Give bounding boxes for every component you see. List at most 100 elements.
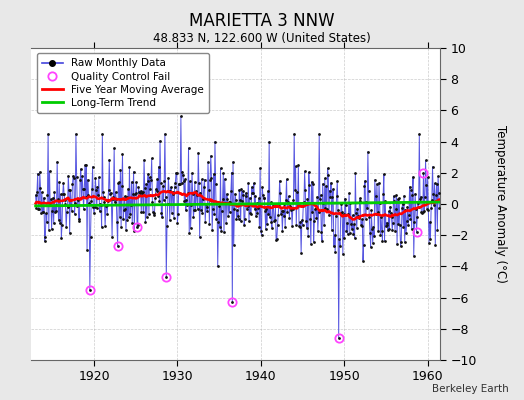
Point [289, 196, 298, 203]
Point [372, 193, 380, 199]
Point [163, 223, 171, 229]
Point [388, 227, 396, 233]
Point [202, 201, 210, 208]
Point [396, 243, 405, 249]
Point [402, 218, 411, 224]
Point [169, 190, 178, 197]
Point [117, 224, 125, 230]
Point [369, 224, 378, 230]
Point [278, 228, 287, 234]
Point [370, 176, 379, 183]
Point [419, 170, 428, 176]
Point [237, 186, 246, 192]
Point [161, 130, 169, 137]
Point [383, 219, 391, 226]
Point [215, 223, 224, 230]
Point [84, 192, 93, 198]
Point [255, 224, 264, 230]
Legend: Raw Monthly Data, Quality Control Fail, Five Year Moving Average, Long-Term Tren: Raw Monthly Data, Quality Control Fail, … [37, 53, 209, 113]
Point [378, 228, 386, 234]
Point [101, 223, 110, 230]
Point [366, 244, 375, 250]
Point [406, 215, 414, 222]
Point [368, 240, 377, 246]
Point [36, 185, 45, 191]
Point [41, 234, 50, 240]
Point [198, 210, 206, 216]
Point [332, 193, 341, 200]
Point [313, 194, 321, 200]
Point [200, 176, 209, 183]
Point [102, 203, 110, 209]
Point [377, 214, 385, 220]
Point [282, 176, 291, 182]
Point [184, 145, 193, 151]
Point [356, 195, 364, 202]
Point [265, 138, 274, 145]
Point [295, 223, 303, 229]
Point [204, 187, 213, 193]
Point [358, 216, 366, 223]
Point [319, 180, 327, 187]
Point [263, 221, 271, 228]
Point [203, 208, 212, 214]
Point [131, 191, 139, 198]
Point [168, 210, 176, 216]
Point [331, 249, 340, 256]
Point [410, 253, 418, 259]
Point [392, 192, 400, 199]
Point [390, 198, 398, 204]
Point [367, 207, 376, 213]
Point [64, 172, 72, 179]
Point [107, 196, 116, 203]
Point [354, 213, 362, 219]
Point [52, 208, 61, 215]
Point [421, 157, 430, 164]
Point [31, 192, 40, 198]
Point [385, 208, 393, 214]
Point [156, 138, 164, 144]
Point [37, 210, 46, 216]
Point [242, 190, 250, 196]
Point [77, 166, 85, 172]
Point [65, 187, 73, 193]
Point [257, 228, 265, 234]
Point [414, 200, 422, 206]
Point [125, 214, 133, 220]
Point [285, 193, 293, 199]
Point [414, 204, 423, 211]
Point [179, 172, 187, 178]
Point [236, 218, 245, 224]
Point [405, 212, 413, 218]
Point [97, 224, 106, 230]
Point [272, 236, 281, 242]
Point [368, 226, 376, 232]
Point [294, 162, 302, 168]
Point [187, 202, 195, 208]
Point [310, 238, 318, 245]
Point [129, 190, 137, 197]
Point [204, 159, 212, 166]
Point [212, 181, 220, 188]
Point [159, 182, 167, 189]
Point [348, 212, 357, 218]
Point [333, 178, 342, 184]
Point [323, 165, 332, 172]
Text: MARIETTA 3 NNW: MARIETTA 3 NNW [189, 12, 335, 30]
Point [382, 223, 390, 229]
Point [219, 170, 227, 176]
Point [208, 227, 216, 233]
Point [264, 210, 272, 217]
Point [304, 233, 312, 239]
Point [164, 174, 172, 181]
Point [125, 164, 134, 170]
Point [51, 208, 59, 215]
Point [103, 211, 112, 217]
Point [32, 204, 40, 211]
Point [72, 130, 80, 137]
Point [149, 211, 158, 218]
Point [375, 180, 383, 186]
Point [72, 174, 81, 180]
Point [104, 198, 112, 204]
Point [419, 209, 427, 215]
